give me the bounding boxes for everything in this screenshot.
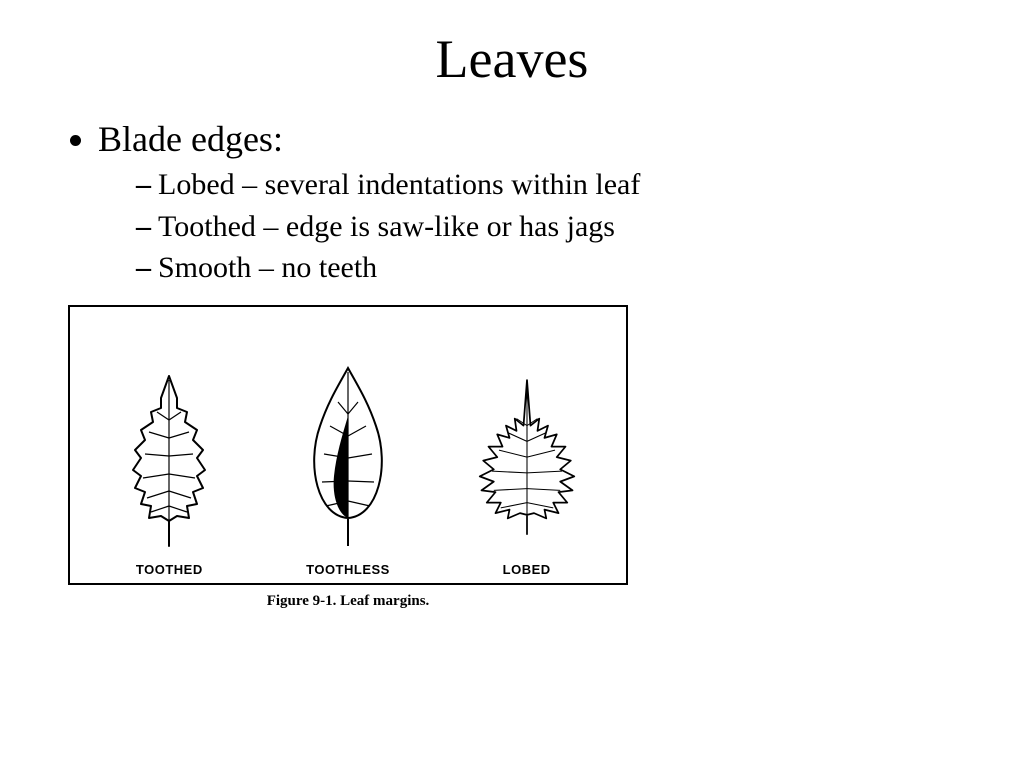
bullet-list: Blade edges: Lobed – several indentation… bbox=[60, 118, 964, 287]
sub-bullet-item: Smooth – no teeth bbox=[136, 249, 964, 287]
leaf-toothless-label: TOOTHLESS bbox=[306, 562, 390, 577]
figure-caption: Figure 9-1. Leaf margins. bbox=[68, 593, 628, 610]
leaf-lobed-icon bbox=[457, 346, 597, 556]
figure: TOOTHED bbox=[68, 305, 628, 610]
sub-bullet-item: Toothed – edge is saw-like or has jags bbox=[136, 208, 964, 246]
bullet-item: Blade edges: Lobed – several indentation… bbox=[98, 118, 964, 287]
leaf-toothed-icon bbox=[99, 346, 239, 556]
figure-box: TOOTHED bbox=[68, 305, 628, 585]
leaf-toothed: TOOTHED bbox=[99, 346, 239, 577]
leaf-lobed-label: LOBED bbox=[503, 562, 551, 577]
slide-title: Leaves bbox=[60, 28, 964, 90]
leaf-lobed: LOBED bbox=[457, 346, 597, 577]
sub-bullet-item: Lobed – several indentations within leaf bbox=[136, 166, 964, 204]
bullet-label: Blade edges: bbox=[98, 119, 283, 159]
slide: Leaves Blade edges: Lobed – several inde… bbox=[0, 0, 1024, 768]
sub-bullet-list: Lobed – several indentations within leaf… bbox=[98, 166, 964, 287]
leaf-toothless: TOOTHLESS bbox=[278, 346, 418, 577]
leaf-toothless-icon bbox=[278, 346, 418, 556]
leaf-toothed-label: TOOTHED bbox=[136, 562, 203, 577]
